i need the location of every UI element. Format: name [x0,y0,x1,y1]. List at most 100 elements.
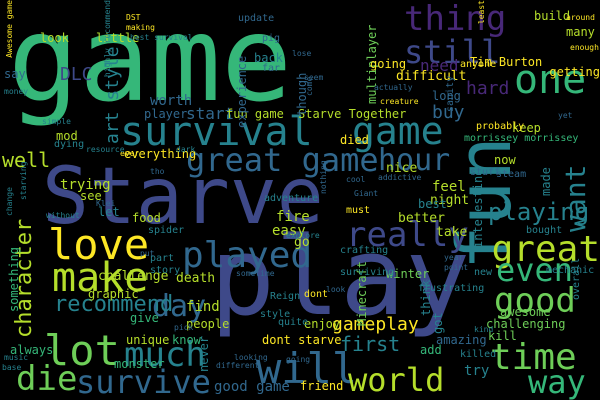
cloud-word: unique [126,333,170,347]
cloud-word: ever [120,149,140,158]
cloud-word: made [539,167,553,196]
cloud-word: back [254,51,283,65]
cloud-word: adventure [264,193,319,204]
cloud-word: survive [76,363,211,400]
cloud-word: look [326,285,346,294]
cloud-word: better [398,211,445,226]
cloud-word: challenging [486,317,566,331]
cloud-word: day [152,289,207,324]
cloud-word: good game [214,379,290,395]
cloud-word: little [96,31,140,45]
cloud-word: bought [526,225,563,236]
cloud-word: new [474,267,493,278]
cloud-word: something [7,246,21,312]
cloud-word: never [197,335,211,372]
cloud-word: friend [300,379,344,393]
cloud-word: monster [114,357,165,371]
cloud-word: Starve [42,152,324,242]
cloud-word: add [420,343,442,357]
cloud-word: hour [378,143,451,178]
cloud-word: around [566,13,595,22]
cloud-word: try [464,363,490,379]
cloud-word: pick [174,323,194,332]
cloud-word: good [494,281,576,321]
cloud-word: seem [304,73,324,82]
cloud-word: quite [278,317,309,328]
cloud-word: dont starve [262,333,342,347]
cloud-word: nothing [319,160,328,194]
cloud-word: feel [432,179,466,195]
cloud-word: take [436,225,468,240]
cloud-word: much [124,335,206,375]
cloud-word: pig [262,33,281,44]
cloud-word: Giant [354,189,379,198]
cloud-word: Starve Together [298,107,407,121]
cloud-word: sanity [445,75,456,112]
cloud-word: Awesome game [5,0,14,58]
cloud-word: play [210,215,471,340]
cloud-word: fun game [226,107,284,121]
cloud-word: probably [476,121,525,132]
cloud-word: style [260,309,291,320]
cloud-word: put [140,249,155,258]
cloud-word: hard [466,78,510,99]
cloud-word: different [216,361,260,370]
cloud-word: game [352,109,444,153]
cloud-word: really [346,215,469,255]
cloud-word: well [2,148,51,172]
cloud-word: will [256,344,358,393]
cloud-word: food [132,211,161,225]
cloud-word: survival [120,109,313,155]
cloud-word: Klei [96,199,116,208]
cloud-word: fire [276,209,310,225]
cloud-word: thing [404,0,507,39]
cloud-word: know [172,333,201,347]
cloud-word: least [477,0,486,25]
cloud-word: need [420,56,459,75]
cloud-word: died [340,133,369,147]
cloud-word: kill [488,329,517,343]
cloud-word: build [534,9,571,23]
cloud-word: creature [380,97,419,106]
cloud-word: graphic [88,287,139,301]
cloud-word: Tim Burton [470,55,543,69]
cloud-word: see [80,189,102,203]
cloud-word: frustrating [418,283,485,294]
cloud-word: base [2,363,22,372]
cloud-word: night [430,193,470,208]
cloud-word: mod [56,129,78,143]
cloud-word: music [4,353,29,362]
cloud-word: story [150,265,181,276]
cloud-word: let [98,205,120,219]
cloud-word: great game [186,141,379,179]
cloud-word: time [490,337,577,378]
cloud-word: without [46,211,80,220]
cloud-word: DST [126,13,141,22]
cloud-word: looking [234,353,268,362]
cloud-word: easy [272,223,306,239]
cloud-word: cool [346,175,366,184]
cloud-word: morrissey morrissey [464,133,579,144]
cloud-word: love [48,220,150,269]
cloud-word: difficult [396,69,467,84]
cloud-word: killed [460,349,497,360]
cloud-word: highly recommend [103,0,112,78]
cloud-word: year [444,253,464,262]
cloud-word: actually [374,83,413,92]
cloud-word: death [176,271,216,286]
cloud-word: yet [558,111,573,120]
cloud-word: trying [60,177,111,193]
cloud-word: far [262,63,281,74]
cloud-word: die [16,359,78,399]
cloud-word: awesome [500,305,551,319]
cloud-word: give [130,311,159,325]
cloud-word: keep [512,121,541,135]
cloud-word: explore [286,231,320,240]
cloud-word: dont [304,289,329,300]
cloud-word: many [566,25,595,39]
cloud-word: go [294,235,310,250]
cloud-word: spider [148,225,185,236]
cloud-word: sometime [236,269,275,278]
cloud-word: tho [150,167,165,176]
cloud-word: find [186,299,220,315]
